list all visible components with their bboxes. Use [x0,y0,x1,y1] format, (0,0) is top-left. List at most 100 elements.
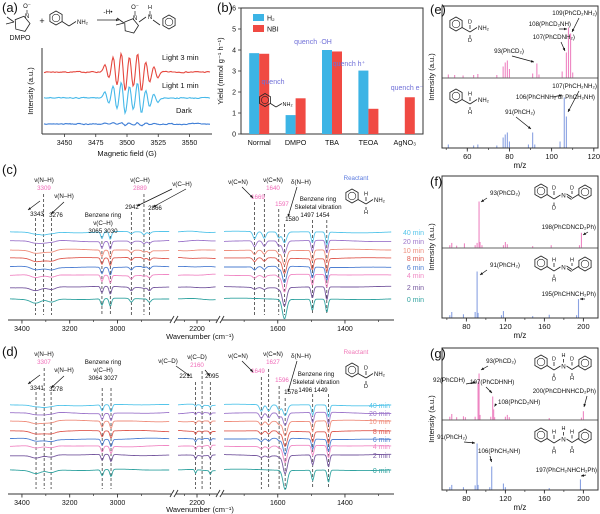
arrow-head [287,388,291,392]
arrow-head [250,369,253,372]
bar [249,53,260,134]
x-tick-label: 1600 [270,500,286,507]
bar [368,108,379,134]
time-label: 40 min [369,403,390,410]
ftir-trace [9,468,392,490]
arrow-head [207,372,210,376]
time-label: 2 min [373,453,390,460]
peak-annotation: ν(N–H) [54,193,74,200]
peak-label: 197(PhCH₂NHCH₂Ph) [536,467,597,474]
x-tick-label: 1400 [337,500,353,507]
benzene-ring [449,16,463,32]
x-tick-label: 120 [499,494,512,503]
atom-label: N [561,364,565,371]
panel-letter-c: (c) [2,162,18,177]
peak-annotation: 1496 1449 [298,387,328,394]
panel-b: (b) 0 1 2 3 4 5 6 Yield (mmol g⁻¹ h⁻¹) Normal DMP… [215,0,428,170]
peak-label: 91(PhCH₂) [490,262,520,269]
peak-annotation: 2095 [205,373,219,380]
x-tick-label: 100 [545,152,558,161]
benzene-ring-circle [451,19,461,29]
quench-annotation: quench [262,79,285,86]
atom-label: NH₂ [478,26,490,32]
line [152,19,161,26]
line [6,16,15,23]
x-tick-label: 80 [462,322,470,331]
peak-label: 93(PhCD₂) [486,358,516,365]
peak-label: 106(PhCH₂NH) [478,448,520,455]
bar [295,98,306,134]
atom-label: H [552,430,556,436]
arrow-head [153,204,157,207]
atom-label: D [552,377,556,383]
quench-annotation: quench e⁻ [391,85,424,92]
time-label: 4 min [373,444,390,451]
x-tick-label: 80 [462,494,470,503]
panel-letter-b: (b) [217,0,233,15]
peak-label: 108(PhCD₂NH) [529,21,571,28]
quench-annotation: quench ·OH [294,39,332,46]
y-tick-label: 6 [232,6,236,13]
time-label: 8 min [373,429,390,436]
arrow-head [558,94,562,97]
ftir-trace [10,239,392,254]
atom-label: D [570,357,574,363]
ftir-trace [9,444,392,464]
atom-label: D [552,357,556,363]
atom-label: H [552,278,556,284]
structure-imine: H HNH [534,255,592,284]
peak-annotation: 3307 [37,359,51,366]
arrow-head [51,385,55,388]
annotation-arrow [50,201,65,215]
y-axis-label: Intensity (a.u.) [26,67,35,115]
ftir-trace [9,265,392,284]
peak-annotation: 2211 [179,373,193,380]
peak-label: 91(PhCH₂) [437,434,467,441]
atom-label: H [148,5,152,11]
x-tick-label: 1400 [337,326,353,333]
category-label: AgNO₃ [394,138,417,147]
x-tick-label: 60 [463,152,471,161]
x-tick-label: 3550 [182,140,198,147]
category-label: TBA [325,138,339,147]
time-label: 0 min [407,297,424,304]
benzene-ring-circle [580,259,590,269]
x-axis-label: m/z [514,331,527,340]
ftir-trace [10,403,392,418]
benzene-ring [534,183,548,199]
x-tick-label: 160 [538,322,551,331]
atom-label: N [133,16,137,22]
dmpo-ring [124,18,139,34]
x-tick-label: 3200 [62,326,78,333]
time-label: 40 min [403,230,424,237]
atom-label: H [552,258,556,264]
atom-label: H [364,192,368,198]
atom-label: O⁻ [131,5,139,11]
x-tick-label: 3000 [110,326,126,333]
time-label: 2 min [407,285,424,292]
category-label: TEOA [359,138,379,147]
atom-label: H [364,210,368,216]
peak-annotation: ν(C–D) [158,358,178,365]
panel-letter-d: (d) [2,344,18,359]
axis-break [173,315,179,324]
time-label: 4 min [407,273,424,280]
arrow-head [186,373,190,376]
arrow-head [481,367,485,370]
arrow-head [137,203,141,206]
bond [546,438,555,444]
atom-label: NH₂ [374,372,386,378]
benzene-ring-circle [536,258,546,268]
benzene-ring [345,188,359,204]
benzene-ring [449,88,463,104]
line [5,21,15,25]
y-axis-label: Intensity (a.u.) [427,53,436,101]
peak-label: 93(PhCD₂) [490,190,520,197]
atom-label: D [364,366,368,372]
panel-f: (f) 80 120 160 200 m/z Intensity (a.u.) 93(PhC… [427,170,600,342]
y-tick-label: 1 [232,111,236,118]
peak-annotation: 1580 [285,216,299,223]
benzene-ring [534,255,548,271]
trace-label: Light 1 min [162,81,199,90]
arrow-head [564,27,567,31]
